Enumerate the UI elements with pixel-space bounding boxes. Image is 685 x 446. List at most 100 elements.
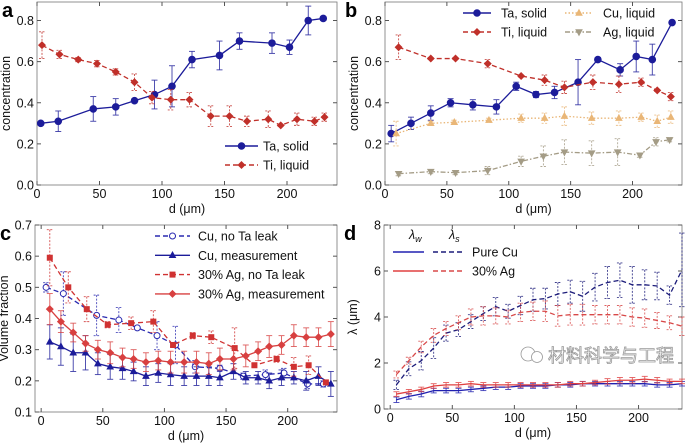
data-point [614,80,623,89]
data-point [264,115,273,124]
data-point [241,373,250,381]
data-point [170,341,177,348]
data-point [540,76,549,85]
data-point [613,149,622,157]
panel-c: c 0 50 100 150 200 0.1 0.2 0.3 0.4 0.5 0.6 0.7 d (μm)… [0,219,338,443]
legend-label: Ta, solid [263,140,309,154]
error-bar [666,315,673,331]
series-1 [37,31,329,130]
data-point [42,283,50,291]
legend-symbol: λ [448,228,455,242]
data-point [57,342,65,350]
data-point [94,359,102,367]
y-axis-label: concentration [347,56,361,131]
data-point [277,340,286,349]
data-point [192,358,201,367]
data-point [540,113,549,121]
data-point [106,348,115,357]
error-bar [93,294,100,337]
data-point [254,347,263,356]
y-tick-label: 0.5 [15,281,32,295]
error-bar [579,303,586,326]
error-bar [149,90,155,105]
x-tick-label: 100 [498,187,519,201]
error-bar [207,105,214,127]
x-tick-label: 0 [382,187,389,201]
y-tick-label: 0.2 [15,374,32,388]
data-point [319,14,328,23]
data-point [166,95,175,104]
data-point [133,324,141,332]
data-point [469,101,477,109]
data-point [302,376,311,384]
error-bar [467,308,474,326]
y-tick-label: 0.6 [365,55,382,69]
series-line [41,44,325,127]
data-point [289,331,298,340]
error-bar [561,106,568,126]
wechat-icon-bubble [531,351,543,363]
legend-label: Ta, solid [501,7,547,21]
data-point [251,362,258,369]
data-point [188,55,196,64]
data-point [310,117,319,126]
wechat-icon [520,346,543,363]
error-bar [505,303,512,319]
data-point [54,117,63,126]
data-point [265,342,274,351]
error-bar [561,80,568,94]
data-point [653,116,662,124]
panel-label: b [345,0,357,22]
data-point [130,78,139,87]
legend-label: Ti, liquid [263,159,309,173]
series-0 [387,18,676,143]
data-point [483,167,492,175]
data-point [632,52,641,61]
data-point [517,113,525,121]
error-bar [231,327,238,369]
x-tick-label: 150 [566,411,587,425]
data-point [235,37,244,45]
legend-subscript: w [415,234,422,244]
error-bar [305,355,312,376]
series-1 [393,300,685,379]
error-bar [616,262,623,298]
legend-label: 30% Ag [472,265,515,279]
data-point [277,373,286,381]
data-point [426,54,435,63]
y-axis-label: λ (μm) [346,299,360,335]
y-tick-label: 4 [374,311,381,325]
x-tick-label: 50 [440,187,454,201]
data-point [262,371,270,379]
error-bar [629,307,636,327]
error-bar [579,280,586,312]
data-point [451,169,460,178]
error-bar [505,309,512,325]
data-point [285,43,294,52]
data-point [166,370,175,378]
data-point [118,364,127,372]
data-point [215,51,224,60]
data-point [242,117,252,126]
legend-swatch-marker [237,142,246,150]
y-tick-label: 8 [374,219,381,233]
legend-swatch-marker [575,8,583,16]
error-bar [667,110,674,124]
data-point [46,254,53,261]
legend: Ta, solid Ti, liquid [225,140,309,173]
data-point [111,103,120,111]
data-point [615,113,623,121]
data-point [81,339,90,348]
data-point [45,337,54,345]
x-axis-label: d (μm) [515,202,551,216]
x-tick-label: 150 [560,187,581,201]
series-2 [46,229,329,386]
error-bar [517,302,524,323]
data-point [265,376,274,384]
legend-swatch-marker [237,160,246,170]
legend-label: Cu, no Ta leak [198,230,278,244]
y-tick-label: 0.2 [17,137,34,151]
data-point [104,321,111,328]
data-point [320,113,329,122]
